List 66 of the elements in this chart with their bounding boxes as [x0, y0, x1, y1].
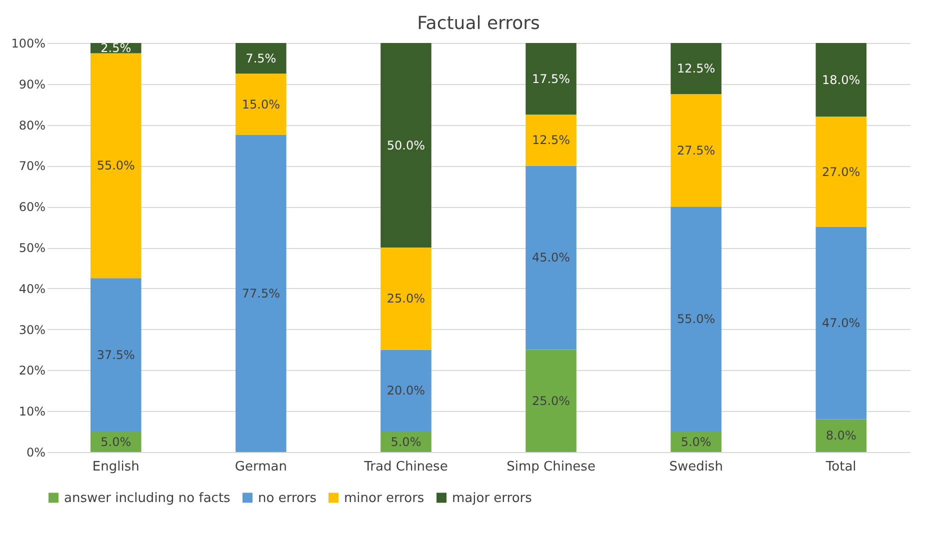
- legend-label: major errors: [452, 490, 532, 506]
- bar: [90, 53, 142, 278]
- x-tick-label: Trad Chinese: [363, 460, 448, 474]
- bar: [90, 278, 142, 432]
- data-label: 7.5%: [246, 51, 276, 66]
- y-tick-label: 30%: [18, 322, 46, 337]
- data-label: 55.0%: [96, 158, 135, 173]
- bar: [670, 206, 722, 432]
- data-label: 5.0%: [390, 434, 422, 449]
- y-tick-label: 70%: [18, 159, 46, 174]
- data-label: 20.0%: [386, 384, 426, 398]
- bar: [670, 94, 722, 207]
- bar: [526, 166, 576, 350]
- data-label: 27.0%: [822, 164, 860, 179]
- bar: [526, 43, 576, 115]
- bar: [236, 43, 286, 74]
- data-label: 45.0%: [532, 250, 570, 265]
- x-tick-label: English: [92, 460, 140, 474]
- data-label: 37.5%: [96, 348, 135, 362]
- bar: [236, 135, 286, 452]
- y-tick-label: 100%: [11, 36, 46, 50]
- data-label: 50.0%: [386, 138, 426, 152]
- data-label: 17.5%: [532, 72, 570, 86]
- bar: [526, 350, 576, 452]
- bar: [816, 227, 866, 420]
- bar: [380, 43, 432, 248]
- x-tick-label: German: [234, 460, 287, 474]
- y-tick-label: 90%: [18, 77, 46, 92]
- y-tick-label: 60%: [18, 200, 46, 214]
- x-tick-label: Swedish: [669, 460, 723, 474]
- data-label: 5.0%: [680, 434, 712, 449]
- data-label: 15.0%: [242, 97, 280, 112]
- legend-label: answer including no facts: [64, 490, 231, 506]
- bar: [380, 350, 432, 432]
- y-tick-label: 40%: [18, 282, 46, 296]
- data-label: 55.0%: [677, 312, 716, 326]
- chart-title: Factual errors: [417, 13, 540, 34]
- bar: [670, 43, 722, 94]
- bar: [816, 116, 866, 228]
- data-label: 27.5%: [677, 143, 716, 158]
- data-label: 2.5%: [100, 41, 132, 56]
- bar: [816, 419, 866, 452]
- bar: [816, 43, 866, 117]
- data-label: 25.0%: [386, 292, 426, 306]
- data-label: 25.0%: [532, 394, 570, 408]
- x-tick-label: Total: [824, 460, 856, 474]
- data-label: 5.0%: [100, 434, 132, 449]
- bar: [526, 114, 576, 166]
- y-tick-label: 0%: [26, 446, 46, 460]
- bar: [380, 248, 432, 350]
- data-label: 77.5%: [242, 286, 280, 301]
- y-tick-label: 20%: [18, 364, 46, 378]
- legend-label: minor errors: [344, 490, 424, 506]
- y-tick-label: 50%: [18, 241, 46, 255]
- bar: [380, 432, 432, 452]
- data-label: 12.5%: [677, 62, 716, 76]
- y-tick-label: 80%: [18, 118, 46, 132]
- data-label: 12.5%: [532, 133, 570, 148]
- x-tick-label: Simp Chinese: [506, 460, 596, 474]
- legend-label: no errors: [258, 490, 317, 506]
- data-label: 47.0%: [822, 316, 860, 330]
- data-label: 18.0%: [822, 72, 860, 87]
- bar: [670, 432, 722, 452]
- y-tick-label: 10%: [18, 404, 46, 419]
- data-label: 8.0%: [826, 428, 856, 443]
- bar: [236, 74, 286, 136]
